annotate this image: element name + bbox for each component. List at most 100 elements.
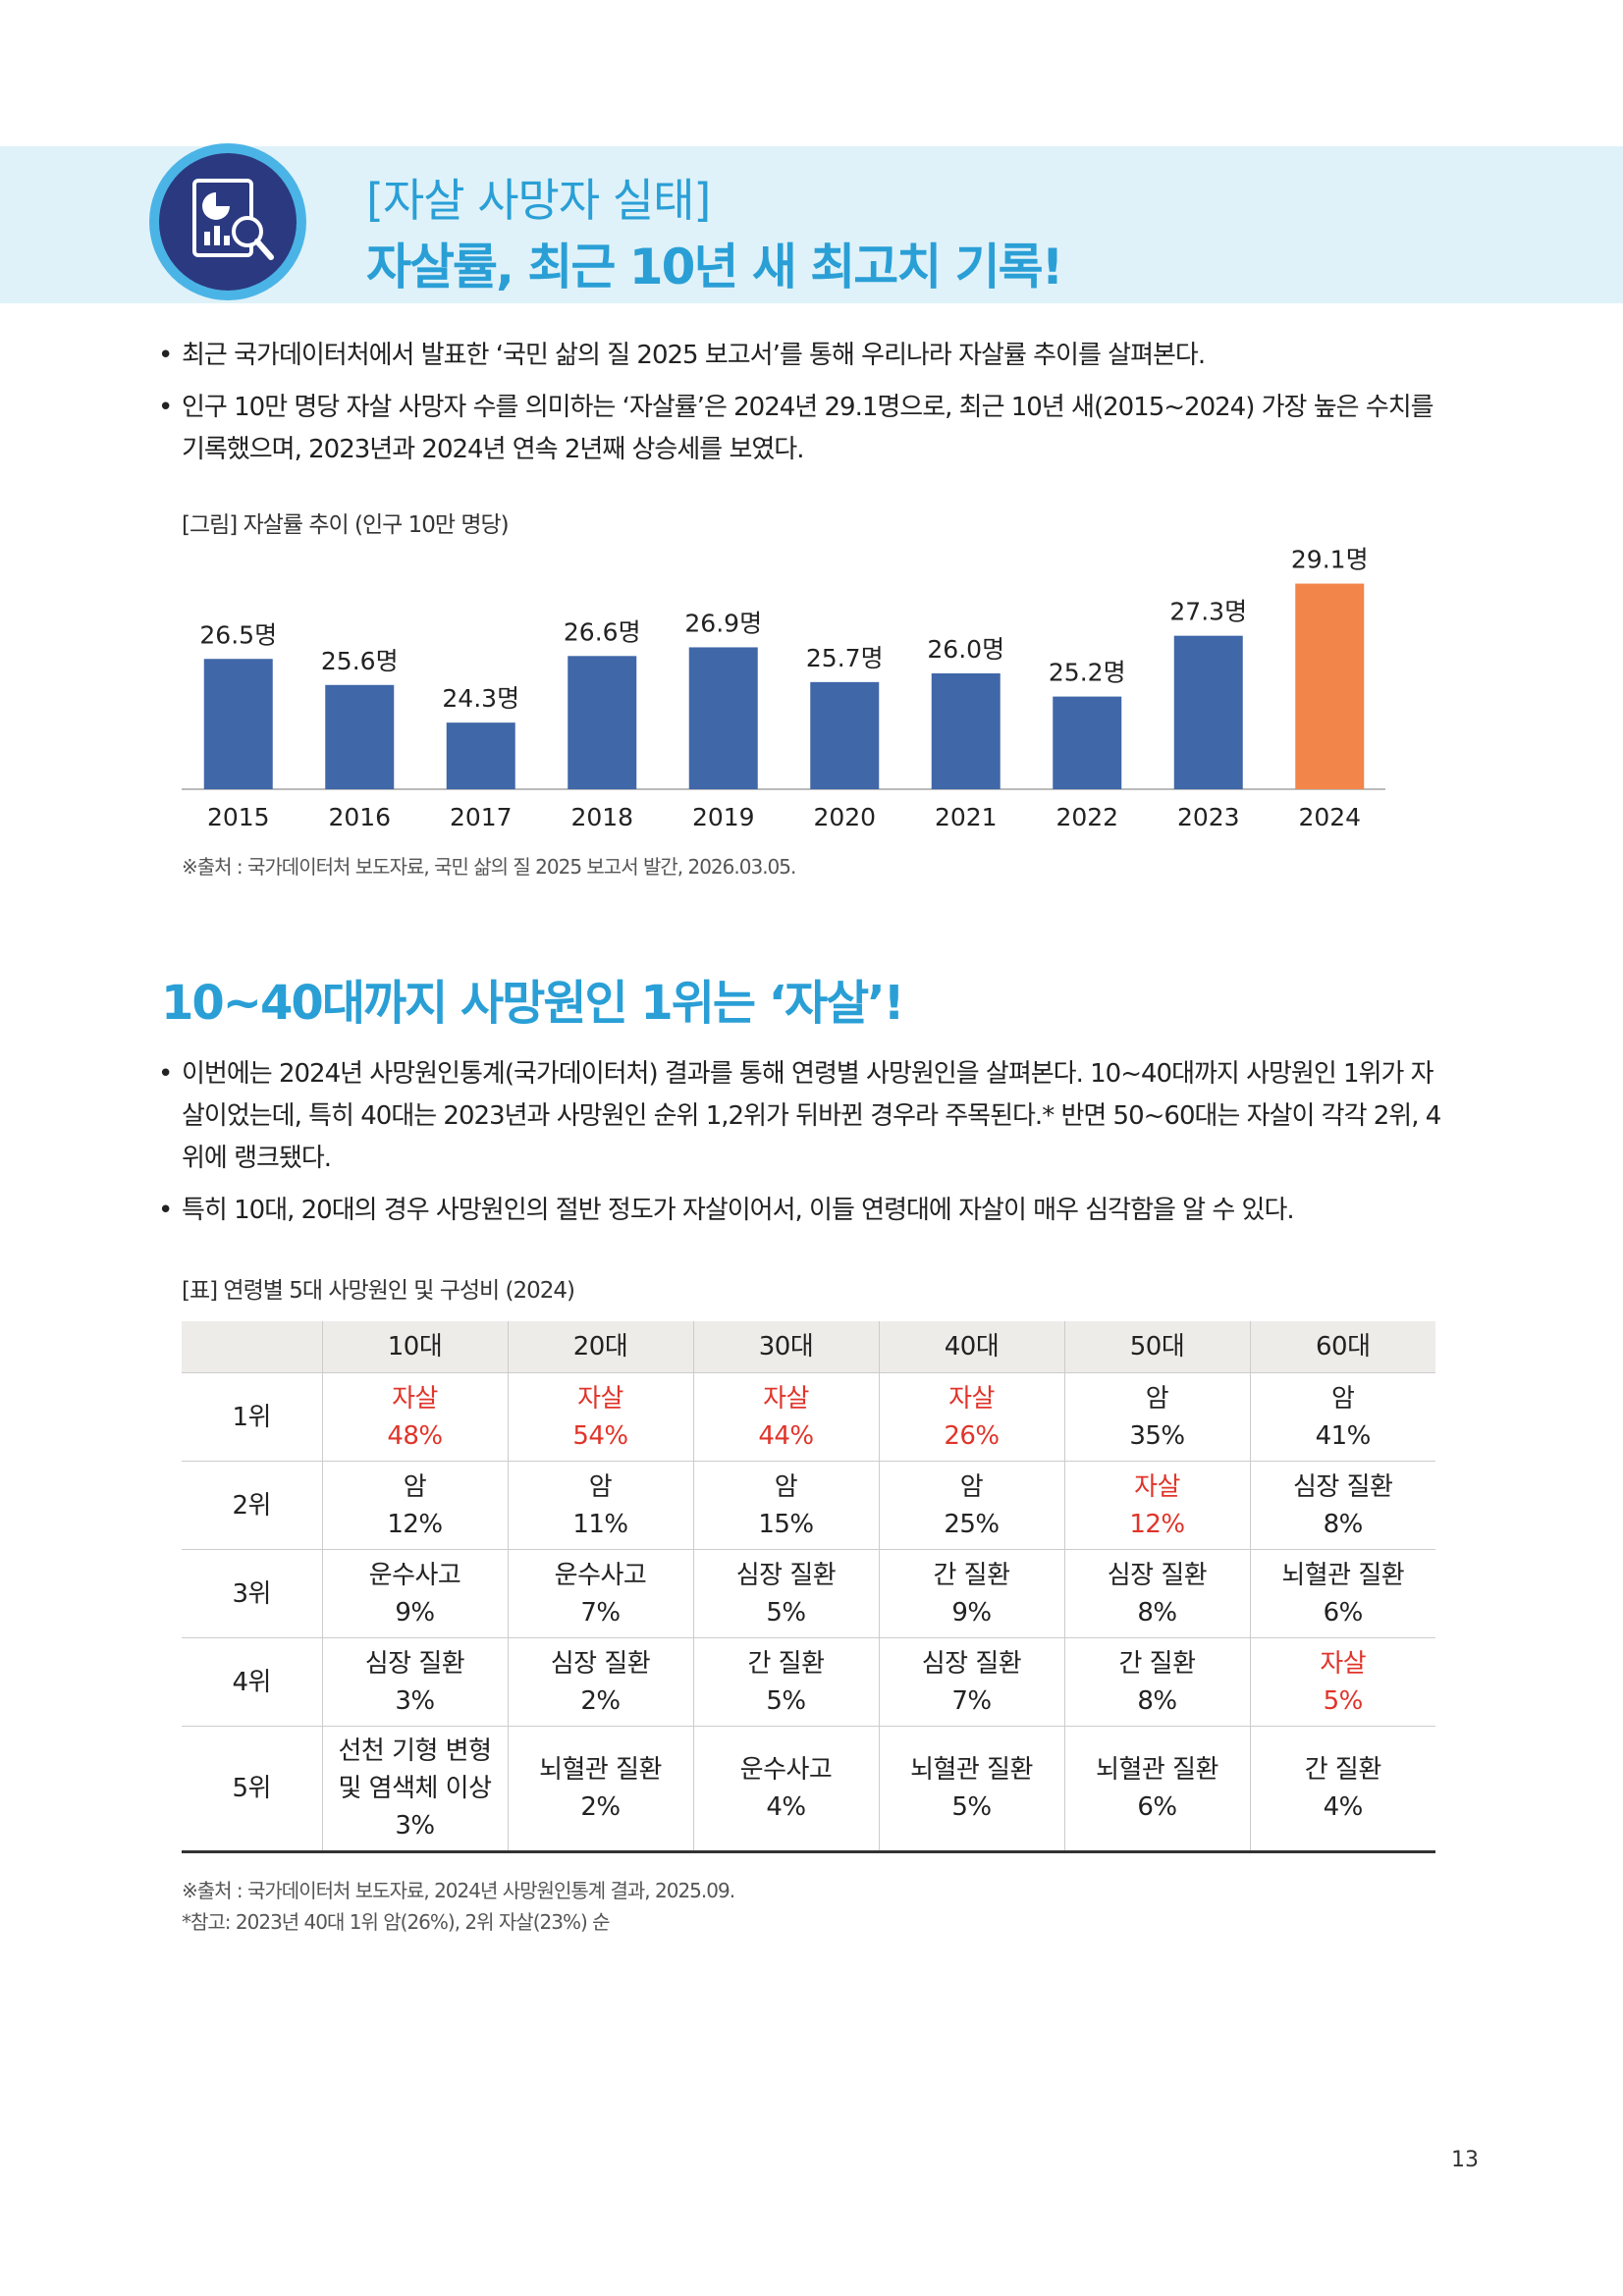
table-cell: 심장 질환 8% bbox=[1063, 1549, 1250, 1638]
cause: 운수사고 bbox=[368, 1560, 461, 1590]
table-row: 2위 암 12% 암 11% 암 15% 암 25% 자살 12% 심장 질환 8% bbox=[182, 1461, 1435, 1550]
corner-cell bbox=[182, 1321, 322, 1373]
table-cell: 자살 54% bbox=[507, 1372, 693, 1462]
bar bbox=[931, 673, 1001, 789]
cause-table: 10대 20대 30대 40대 50대 60대 1위 자살 48% 자살 54% 자살 44% 자살 26… bbox=[182, 1321, 1435, 1853]
cause: 운수사고 bbox=[739, 1755, 833, 1785]
table-cell: 암 11% bbox=[507, 1461, 693, 1550]
cause: 간 질환 bbox=[747, 1648, 825, 1679]
header-row: 10대 20대 30대 40대 50대 60대 bbox=[182, 1321, 1435, 1373]
table-cell: 뇌혈관 질환 6% bbox=[1249, 1549, 1435, 1638]
share: 54% bbox=[572, 1420, 628, 1451]
table-row: 5위 선천 기형 변형 및 염색체 이상 3% 뇌혈관 질환 2% 운수사고 4% 뇌혈관 질… bbox=[182, 1726, 1435, 1853]
share: 8% bbox=[1323, 1509, 1364, 1539]
share: 5% bbox=[766, 1597, 806, 1628]
cause: 암 bbox=[403, 1471, 427, 1502]
bullet-list: 이번에는 2024년 사망원인통계(국가데이터처) 결과를 통해 연령별 사망원… bbox=[158, 1053, 1454, 1242]
share: 4% bbox=[766, 1792, 806, 1822]
bullet-item: 인구 10만 명당 자살 사망자 수를 의미하는 ‘자살률’은 2024년 29… bbox=[158, 387, 1454, 471]
table-cell: 심장 질환 2% bbox=[507, 1637, 693, 1727]
cause: 뇌혈관 질환 bbox=[539, 1755, 662, 1785]
x-tick-label: 2021 bbox=[935, 803, 998, 831]
share: 7% bbox=[951, 1685, 992, 1716]
cause: 뇌혈관 질환 bbox=[910, 1755, 1033, 1785]
table-cell: 심장 질환 3% bbox=[321, 1637, 508, 1727]
share: 15% bbox=[758, 1509, 814, 1539]
share: 3% bbox=[395, 1811, 435, 1841]
value-label: 26.5명 bbox=[199, 620, 277, 649]
table-cell: 심장 질환 8% bbox=[1249, 1461, 1435, 1550]
share: 8% bbox=[1137, 1597, 1177, 1628]
table-cell: 심장 질환 5% bbox=[692, 1549, 879, 1638]
table-notes: ※출처 : 국가데이터처 보도자료, 2024년 사망원인통계 결과, 2025… bbox=[182, 1875, 735, 1938]
table-cell: 자살 48% bbox=[321, 1372, 508, 1462]
table-row: 1위 자살 48% 자살 54% 자살 44% 자살 26% 암 35% 암 41% bbox=[182, 1372, 1435, 1462]
cause: 암 bbox=[588, 1471, 613, 1502]
table-row: 3위 운수사고 9% 운수사고 7% 심장 질환 5% 간 질환 9% 심장 질환 8% 뇌혈관 질환… bbox=[182, 1549, 1435, 1638]
cause: 뇌혈관 질환 bbox=[1096, 1755, 1218, 1785]
cause: 간 질환 bbox=[1118, 1648, 1196, 1679]
section-title: 10~40대까지 사망원인 1위는 ‘자살’! bbox=[161, 976, 904, 1031]
cause: 자살 bbox=[948, 1383, 995, 1414]
share: 48% bbox=[387, 1420, 443, 1451]
value-label: 29.1명 bbox=[1291, 546, 1369, 574]
table-cell: 운수사고 9% bbox=[321, 1549, 508, 1638]
value-label: 26.0명 bbox=[927, 635, 1004, 664]
share: 5% bbox=[1323, 1685, 1364, 1716]
table-cell: 자살 12% bbox=[1063, 1461, 1250, 1550]
table-caption: [표] 연령별 5대 사망원인 및 구성비 (2024) bbox=[182, 1278, 575, 1304]
bullet-item: 최근 국가데이터처에서 발표한 ‘국민 삶의 질 2025 보고서’를 통해 우… bbox=[158, 335, 1454, 377]
cause: 심장 질환 bbox=[1107, 1560, 1208, 1590]
bar bbox=[1053, 696, 1122, 789]
column-header: 60대 bbox=[1249, 1321, 1435, 1373]
value-label: 25.6명 bbox=[321, 647, 399, 675]
row-label: 1위 bbox=[182, 1372, 322, 1462]
cause: 운수사고 bbox=[554, 1560, 647, 1590]
bullet-item: 특히 10대, 20대의 경우 사망원인의 절반 정도가 자살이어서, 이들 연… bbox=[158, 1190, 1454, 1232]
cause: 뇌혈관 질환 bbox=[1281, 1560, 1405, 1590]
table-cell: 암 41% bbox=[1249, 1372, 1435, 1462]
x-tick-label: 2023 bbox=[1177, 803, 1240, 831]
table-cell: 암 25% bbox=[878, 1461, 1064, 1550]
cause: 암 bbox=[959, 1471, 984, 1502]
note: ※출처 : 국가데이터처 보도자료, 2024년 사망원인통계 결과, 2025… bbox=[182, 1879, 735, 1902]
bar bbox=[688, 647, 758, 789]
cause: 자살 bbox=[1134, 1471, 1180, 1502]
table-cell: 운수사고 7% bbox=[507, 1549, 693, 1638]
table-cell: 선천 기형 변형 및 염색체 이상 3% bbox=[321, 1726, 508, 1853]
bullet-list: 최근 국가데이터처에서 발표한 ‘국민 삶의 질 2025 보고서’를 통해 우… bbox=[158, 335, 1454, 481]
table-cell: 뇌혈관 질환 2% bbox=[507, 1726, 693, 1853]
table-cell: 자살 44% bbox=[692, 1372, 879, 1462]
table-cell: 자살 5% bbox=[1249, 1637, 1435, 1727]
table-cell: 암 12% bbox=[321, 1461, 508, 1550]
table-cell: 운수사고 4% bbox=[692, 1726, 879, 1853]
column-header: 10대 bbox=[321, 1321, 508, 1373]
x-tick-label: 2024 bbox=[1298, 803, 1361, 831]
x-tick-label: 2020 bbox=[813, 803, 876, 831]
x-tick-label: 2015 bbox=[207, 803, 270, 831]
value-label: 24.3명 bbox=[442, 684, 519, 713]
table-cell: 뇌혈관 질환 6% bbox=[1063, 1726, 1250, 1853]
value-label: 27.3명 bbox=[1169, 598, 1247, 626]
cause: 자살 bbox=[1320, 1648, 1367, 1679]
x-tick-label: 2016 bbox=[328, 803, 391, 831]
page-number: 13 bbox=[1451, 2148, 1479, 2172]
share: 9% bbox=[951, 1597, 992, 1628]
share: 41% bbox=[1315, 1420, 1372, 1451]
bar bbox=[325, 684, 395, 789]
row-label: 5위 bbox=[182, 1726, 322, 1853]
row-label: 4위 bbox=[182, 1637, 322, 1727]
value-label: 26.9명 bbox=[684, 609, 762, 637]
column-header: 50대 bbox=[1063, 1321, 1250, 1373]
note: *참고: 2023년 40대 1위 암(26%), 2위 자살(23%) 순 bbox=[182, 1910, 611, 1934]
cause: 암 bbox=[1145, 1383, 1169, 1414]
x-tick-label: 2022 bbox=[1055, 803, 1118, 831]
table-cell: 심장 질환 7% bbox=[878, 1637, 1064, 1727]
x-tick-label: 2017 bbox=[450, 803, 513, 831]
column-header: 40대 bbox=[878, 1321, 1064, 1373]
cause: 자살 bbox=[392, 1383, 438, 1414]
cause: 암 bbox=[774, 1471, 798, 1502]
cause: 자살 bbox=[763, 1383, 809, 1414]
share: 8% bbox=[1137, 1685, 1177, 1716]
